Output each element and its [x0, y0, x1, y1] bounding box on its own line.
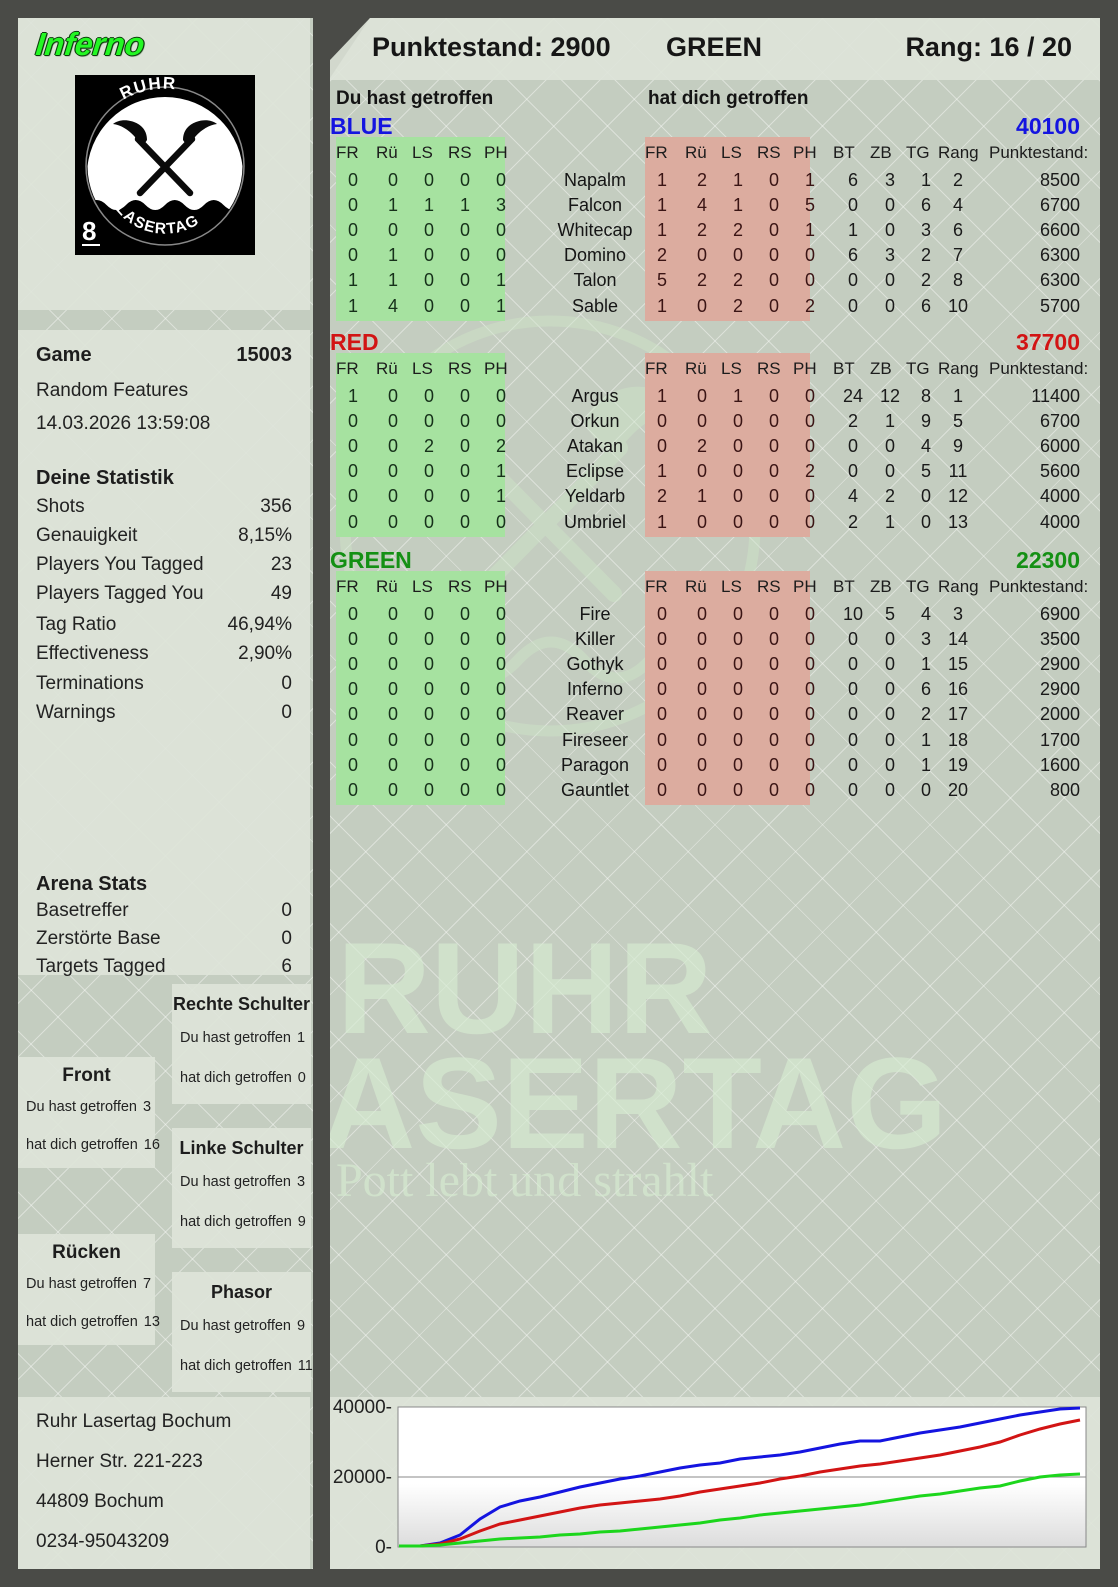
svg-text:40000-: 40000-	[333, 1397, 392, 1418]
svg-text:0-: 0-	[375, 1537, 392, 1558]
svg-text:20000-: 20000-	[333, 1467, 392, 1488]
